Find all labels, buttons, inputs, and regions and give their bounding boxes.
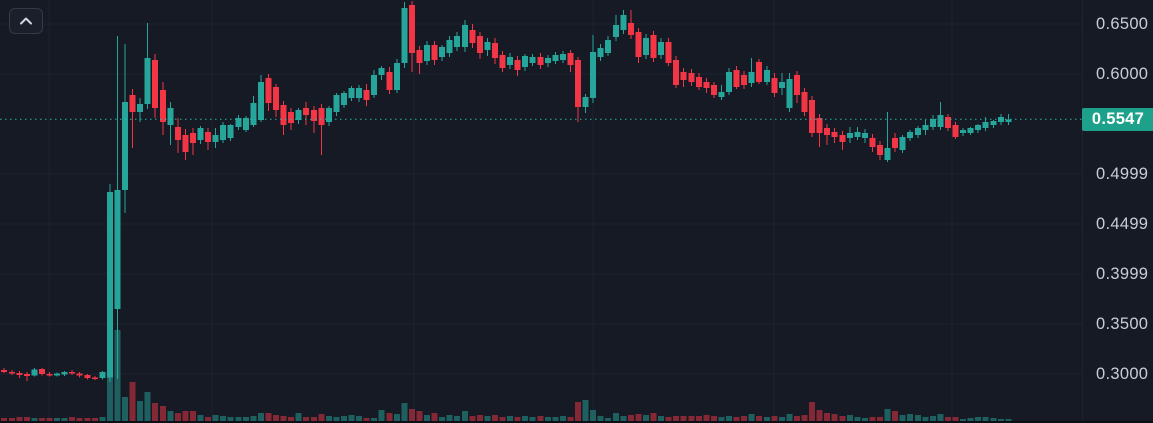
price-axis-label: 0.6500 [1096,15,1149,33]
volume-bars [1,315,1012,421]
price-axis-label: 0.6000 [1096,65,1149,83]
price-axis-label: 0.4499 [1096,215,1149,234]
price-axis-label: 0.3500 [1096,315,1149,333]
chevron-up-icon [19,17,33,25]
price-axis-label: 0.4999 [1096,165,1149,184]
price-axis-label: 0.3000 [1096,365,1149,383]
candles [1,1,1012,382]
price-axis[interactable]: 0.6500 0.6000 0.4999 0.4499 0.3999 0.350… [1082,0,1153,423]
chart-bottom-edge [0,421,1153,423]
price-axis-label: 0.3999 [1096,265,1149,284]
current-price-label: 0.5547 [1082,107,1153,131]
toolbar-collapse-button[interactable] [9,8,43,34]
